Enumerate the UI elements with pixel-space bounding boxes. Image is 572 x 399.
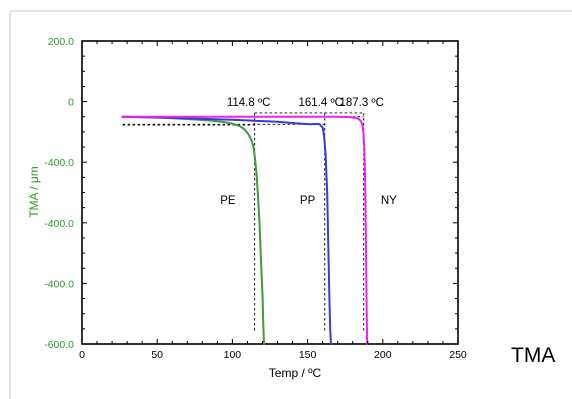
y-tick-label: 0 — [68, 97, 74, 109]
series-labels: PE PP NY — [220, 195, 397, 207]
data-series — [121, 115, 369, 345]
x-axis-label: Temp / ºC — [269, 366, 322, 380]
y-tick-label: -600.0 — [44, 339, 74, 351]
corner-title: TMA — [511, 344, 555, 367]
x-tick-label: 200 — [374, 349, 392, 361]
x-tick-label: 150 — [299, 349, 317, 361]
plot-area — [81, 40, 459, 345]
series-name-pe: PE — [220, 195, 236, 207]
y-axis-label: TMA / μm — [27, 166, 41, 218]
y-tick-label: -400.0 — [44, 157, 74, 169]
y-tick-label: -400.0 — [44, 218, 74, 230]
series-line-ny — [121, 115, 369, 345]
y-axis-ticks: 200.0 0 -400.0 -400.0 -400.0 -600.0 — [44, 36, 458, 351]
x-tick-label: 250 — [449, 349, 467, 361]
series-line-pp — [121, 115, 332, 345]
x-axis-ticks: 0 50 100 150 200 250 — [79, 41, 467, 361]
x-tick-label: 50 — [151, 349, 163, 361]
x-tick-label: 100 — [224, 349, 242, 361]
y-tick-label: 200.0 — [48, 36, 74, 48]
x-tick-label: 0 — [79, 349, 85, 361]
onset-label-ny: 187.3 ºC — [339, 97, 383, 109]
y-tick-label: -400.0 — [44, 278, 74, 290]
series-line-pe — [121, 115, 265, 345]
series-name-ny: NY — [381, 195, 397, 207]
onset-label-pe: 114.8 ºC — [227, 97, 271, 109]
series-name-pp: PP — [300, 195, 316, 207]
onset-label-pp: 161.4 ºC — [299, 97, 343, 109]
